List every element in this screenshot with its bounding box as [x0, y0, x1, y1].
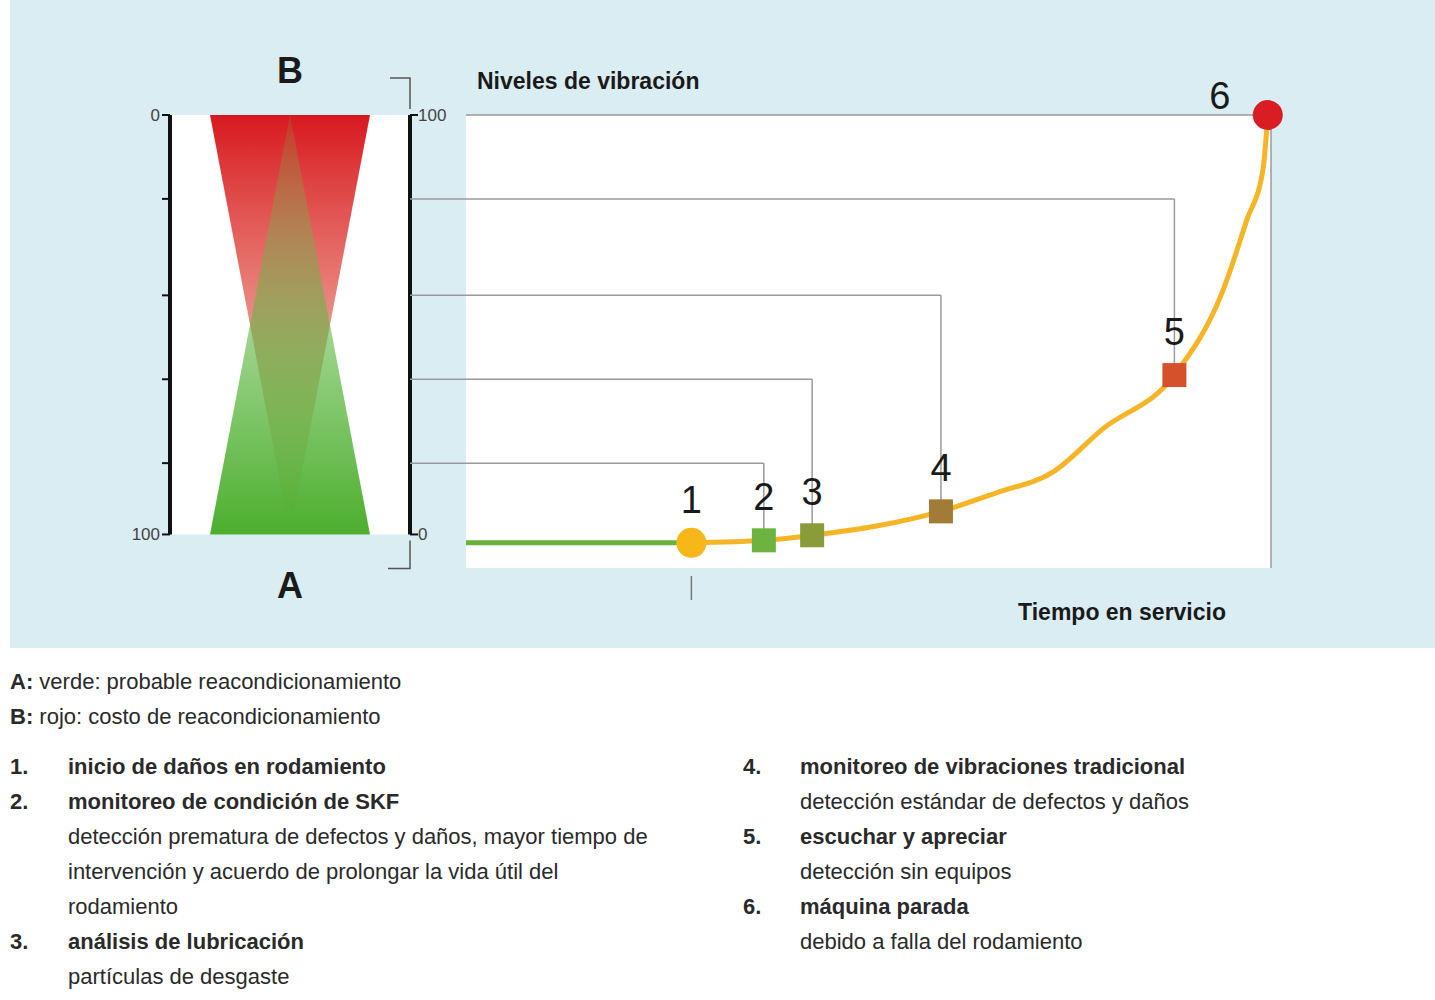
html-text:B: rojo: costo de reacondicion: B: rojo: costo de reacondicionamiento	[10, 704, 381, 729]
svg-text:3: 3	[802, 471, 823, 513]
svg-text:6: 6	[1209, 75, 1230, 117]
html-text:detección estándar de defectos: detección estándar de defectos y daños	[800, 789, 1189, 814]
html-text:monitoreo de condición de SKF: monitoreo de condición de SKF	[68, 789, 400, 814]
svg-text:Tiempo en servicio: Tiempo en servicio	[1018, 599, 1226, 625]
svg-text:1: 1	[681, 479, 702, 521]
html-text:6.: 6.	[743, 894, 762, 919]
svg-text:B: B	[277, 50, 303, 91]
html-text:debido a falla del rodamiento: debido a falla del rodamiento	[800, 929, 1083, 954]
html-text:inicio de daños en rodamiento: inicio de daños en rodamiento	[68, 754, 386, 779]
svg-text:0: 0	[418, 525, 427, 544]
svg-text:0: 0	[151, 106, 160, 125]
html-text:detección sin equipos: detección sin equipos	[800, 859, 1012, 884]
html-text:partículas de desgaste: partículas de desgaste	[68, 964, 290, 989]
html-text:1.: 1.	[10, 754, 29, 779]
html-text:máquina parada: máquina parada	[800, 894, 969, 919]
html-text:análisis de lubricación: análisis de lubricación	[68, 929, 304, 954]
html-text:detección prematura de defecto: detección prematura de defectos y daños,…	[68, 824, 648, 919]
html-text:monitoreo de vibraciones tradi: monitoreo de vibraciones tradicional	[800, 754, 1186, 779]
svg-text:Niveles de vibración: Niveles de vibración	[477, 68, 699, 94]
html-text:2.: 2.	[10, 789, 29, 814]
html-text:3.: 3.	[10, 929, 29, 954]
svg-text:100: 100	[132, 525, 160, 544]
svg-text:2: 2	[753, 476, 774, 518]
svg-text:4: 4	[930, 447, 951, 489]
html-text:5.: 5.	[743, 824, 762, 849]
html-text:A: verde: probable reacondicio: A: verde: probable reacondicionamiento	[10, 669, 402, 694]
html-text:escuchar y apreciar: escuchar y apreciar	[800, 824, 1007, 849]
svg-text:5: 5	[1164, 311, 1185, 353]
html-text:4.: 4.	[743, 754, 762, 779]
svg-text:A: A	[277, 565, 303, 606]
svg-text:100: 100	[418, 106, 446, 125]
